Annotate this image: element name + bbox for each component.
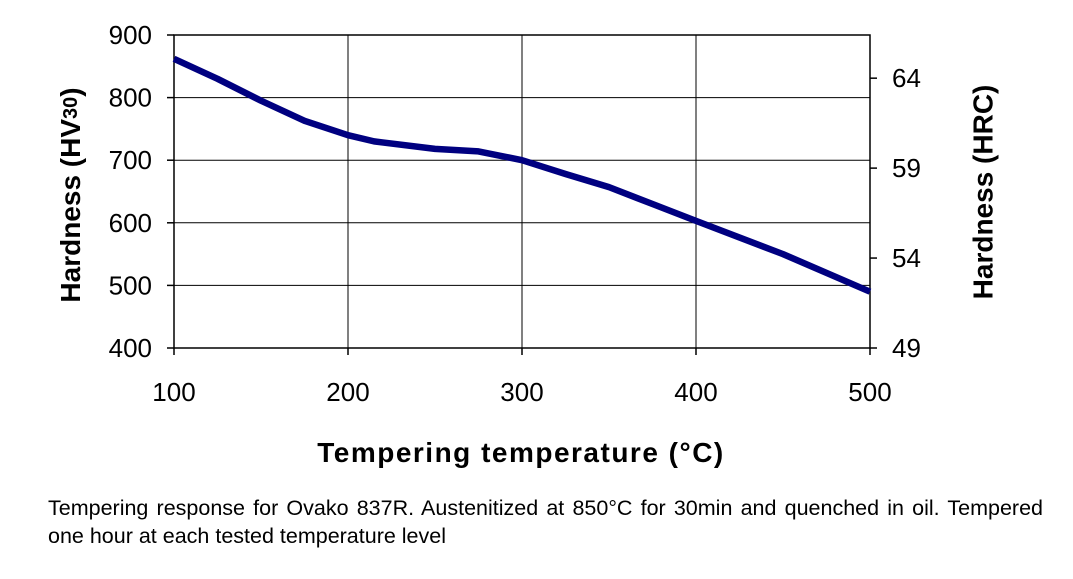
series-layer bbox=[172, 55, 872, 295]
y-axis-ticks: 400 500 600 700 800 900 bbox=[109, 20, 174, 363]
x-tick-label: 100 bbox=[152, 377, 195, 407]
y-tick-label: 800 bbox=[109, 83, 152, 113]
y-tick-label: 500 bbox=[109, 270, 152, 300]
x-tick-label: 300 bbox=[500, 377, 543, 407]
svg-text:Hardness (HV30): Hardness (HV30) bbox=[55, 87, 86, 302]
y2-tick-label: 64 bbox=[892, 63, 921, 93]
y-tick-label: 400 bbox=[109, 333, 152, 363]
y2-axis-ticks: 49 54 59 64 bbox=[870, 63, 921, 363]
x-tick-label: 200 bbox=[326, 377, 369, 407]
y2-tick-label: 59 bbox=[892, 153, 921, 183]
x-axis-ticks: 100 200 300 400 500 bbox=[152, 348, 892, 407]
chart: 100 200 300 400 500 400 500 600 700 800 900 49 54 5… bbox=[55, 20, 998, 468]
y-axis-title-main: Hardness (HV bbox=[55, 119, 86, 303]
y2-tick-label: 49 bbox=[892, 333, 921, 363]
y-tick-label: 700 bbox=[109, 145, 152, 175]
y-tick-label: 900 bbox=[109, 20, 152, 50]
y-axis-title: Hardness (HV30) bbox=[55, 87, 86, 302]
y2-axis-title: Hardness (HRC) bbox=[967, 85, 998, 300]
x-tick-label: 500 bbox=[848, 377, 891, 407]
grid-lines bbox=[174, 35, 870, 348]
x-tick-label: 400 bbox=[674, 377, 717, 407]
x-axis-title: Tempering temperature (°C) bbox=[317, 437, 725, 468]
figure-caption: Tempering response for Ovako 837R. Auste… bbox=[48, 496, 1043, 548]
y-axis-title-close: ) bbox=[55, 87, 86, 96]
y-tick-label: 600 bbox=[109, 208, 152, 238]
hardness-series-line bbox=[172, 55, 872, 295]
y-axis-title-sub: 30 bbox=[60, 97, 82, 119]
y2-tick-label: 54 bbox=[892, 243, 921, 273]
